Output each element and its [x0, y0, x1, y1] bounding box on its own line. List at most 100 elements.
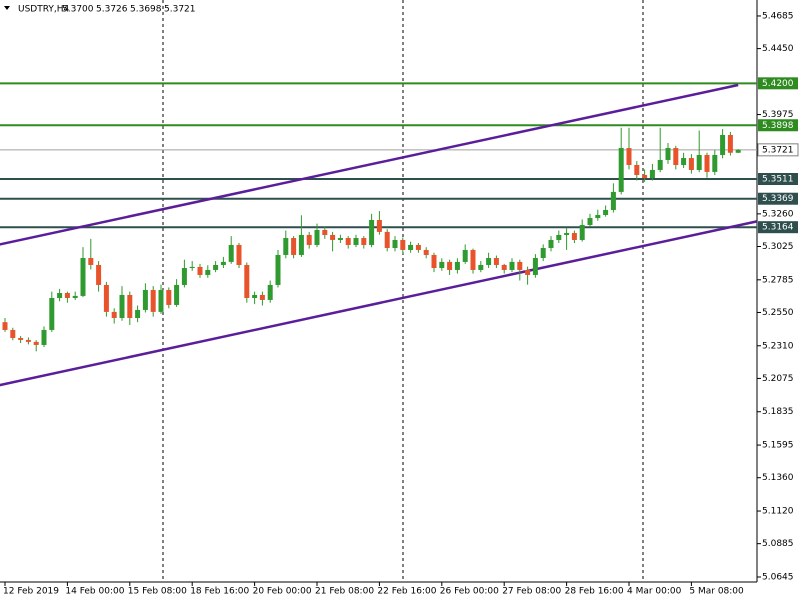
level-label: 5.3164	[762, 223, 794, 233]
y-tick-label: 5.2310	[762, 341, 794, 351]
candle-body	[673, 148, 679, 165]
candle-body	[642, 174, 648, 179]
candle-body	[610, 191, 616, 210]
y-tick-label: 5.1360	[762, 473, 794, 483]
candle-body	[96, 264, 102, 285]
level-label-box	[758, 119, 798, 132]
candle-body	[735, 149, 741, 153]
candle-body	[127, 294, 133, 319]
candle-body	[322, 229, 328, 235]
candle-body	[501, 264, 507, 270]
candle-body	[10, 329, 16, 339]
candle-body	[415, 244, 421, 250]
candle-body	[361, 238, 367, 245]
header-open: 5.3700	[62, 5, 94, 15]
candle-body	[548, 239, 554, 249]
candle-body	[298, 234, 304, 255]
x-tick-label: 5 Mar 08:00	[689, 587, 744, 597]
candle-body	[244, 264, 250, 299]
candle-body	[119, 294, 125, 319]
candle-body	[213, 264, 219, 270]
y-tick-label: 5.4450	[762, 44, 794, 54]
x-tick-label: 22 Feb 16:00	[377, 587, 436, 597]
candle-body	[447, 261, 453, 270]
candle-body	[64, 293, 70, 299]
candle-body	[688, 158, 694, 170]
level-label: 5.3898	[762, 121, 794, 131]
candle-body	[384, 231, 390, 249]
candle-body	[103, 284, 109, 312]
candle-body	[478, 264, 484, 270]
candle-body	[252, 294, 258, 299]
candle-body	[369, 219, 375, 245]
candle-body	[174, 284, 180, 305]
candle-body	[431, 254, 437, 269]
candle-body	[18, 338, 24, 340]
candle-body	[665, 148, 671, 160]
candle-body	[25, 339, 31, 342]
candle-body	[408, 244, 414, 250]
candle-body	[330, 234, 336, 240]
symbol: USDTRY,H4	[18, 5, 70, 15]
candle-body	[205, 269, 211, 275]
y-tick-label: 5.0645	[762, 573, 794, 583]
y-tick-label: 5.1595	[762, 441, 794, 451]
candle-body	[306, 234, 312, 245]
candle-body	[150, 289, 156, 312]
candle-body	[603, 209, 609, 215]
y-tick-label: 5.1120	[762, 507, 794, 517]
candle-body	[454, 261, 460, 270]
candle-body	[392, 239, 398, 249]
candle-body	[111, 311, 117, 319]
candle-body	[595, 214, 601, 219]
candle-body	[657, 159, 663, 170]
level-label: 5.3369	[762, 194, 794, 204]
header-high: 5.3726	[96, 5, 128, 15]
candle-body	[727, 134, 733, 153]
candle-body	[556, 234, 562, 240]
header-close: 5.3721	[164, 5, 196, 15]
candle-body	[220, 261, 226, 265]
candle-body	[423, 249, 429, 255]
y-tick-label: 5.4685	[762, 11, 794, 21]
x-tick-label: 4 Mar 00:00	[627, 587, 682, 597]
candle-body	[579, 224, 585, 240]
x-tick-label: 18 Feb 16:00	[190, 587, 249, 597]
x-tick-label: 15 Feb 08:00	[128, 587, 187, 597]
x-tick-label: 27 Feb 08:00	[502, 587, 561, 597]
menu-arrow	[4, 6, 10, 10]
y-tick-label: 5.2550	[762, 308, 794, 318]
trendline	[0, 83, 739, 246]
candle-body	[400, 239, 406, 250]
candle-body	[626, 148, 632, 165]
candle-body	[376, 219, 382, 232]
candle-body	[57, 293, 63, 299]
candle-body	[189, 266, 195, 269]
candle-body	[587, 218, 593, 225]
candle-body	[532, 258, 538, 275]
candle-body	[197, 266, 203, 275]
candle-body	[649, 169, 655, 179]
candle-body	[142, 289, 148, 310]
candle-body	[345, 238, 351, 245]
candle-body	[712, 154, 718, 172]
candle-body	[470, 249, 476, 270]
candle-body	[181, 268, 187, 285]
level-label-box	[758, 77, 798, 90]
trendline	[0, 220, 758, 387]
x-tick-label: 21 Feb 08:00	[315, 587, 374, 597]
candle-body	[681, 158, 687, 165]
candle-body	[720, 134, 726, 155]
candle-body	[49, 298, 55, 330]
candle-body	[88, 258, 94, 265]
candle-body	[236, 244, 242, 265]
candle-body	[493, 258, 499, 265]
candle-body	[634, 164, 640, 175]
candle-body	[517, 261, 523, 270]
candle-body	[337, 238, 343, 240]
x-tick-label: 14 Feb 00:00	[65, 587, 124, 597]
candle-body	[696, 154, 702, 170]
level-label-box	[758, 192, 798, 205]
y-tick-label: 5.2075	[762, 374, 794, 384]
candle-body	[33, 341, 39, 345]
